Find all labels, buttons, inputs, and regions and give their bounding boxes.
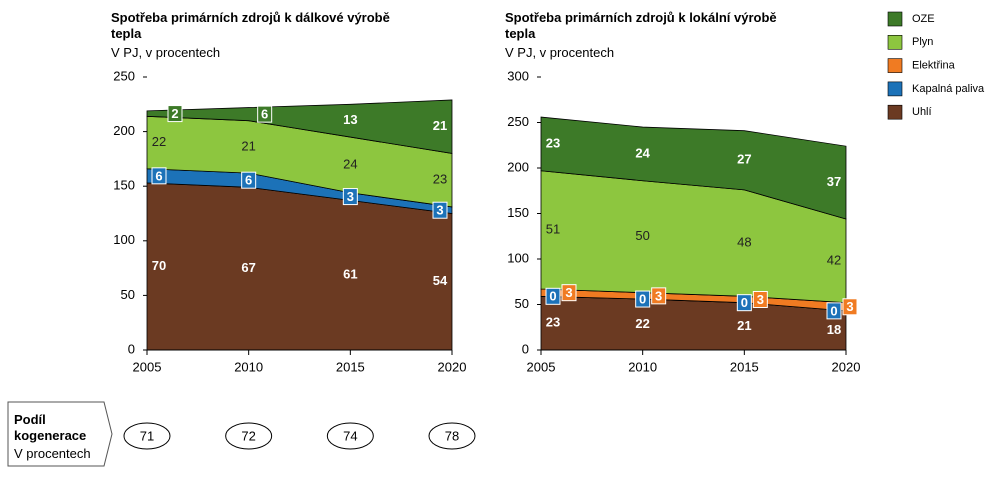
x-tick-label: 2020 [832,359,861,374]
cogeneration-marker [225,422,273,450]
data-label: 42 [827,252,841,267]
chart-title: Spotřeba primárních zdrojů k lokální výr… [505,10,777,41]
y-tick-label: 0 [522,341,529,356]
cogeneration-value: 78 [445,428,459,443]
data-label: 21 [241,138,255,153]
data-label: 3 [846,299,853,314]
cogeneration-marker [326,422,374,450]
x-tick-label: 2010 [628,359,657,374]
legend-label: Plyn [912,36,933,48]
area [540,116,847,220]
y-tick-label: 50 [121,287,135,302]
x-tick-label: 2005 [527,359,556,374]
data-label: 24 [635,145,650,160]
data-label: 6 [245,173,252,188]
data-label: 24 [343,156,357,171]
x-tick-label: 2015 [730,359,759,374]
y-tick-label: 250 [113,68,135,83]
cogeneration-value: 71 [140,428,154,443]
chart-title: Spotřeba primárních zdrojů k dálkové výr… [111,10,390,41]
data-label: 18 [827,322,841,337]
y-tick-label: 0 [128,341,135,356]
data-label: 23 [546,315,560,330]
label-box [651,287,667,305]
data-label: 0 [830,303,837,318]
cogeneration-value: 74 [343,428,357,443]
label-box [342,188,358,206]
data-label: 54 [433,273,448,288]
data-label: 51 [546,221,560,236]
legend-label: Elektřina [912,60,956,72]
y-tick-label: 150 [507,205,529,220]
data-label: 67 [241,260,255,275]
legend-swatch [887,58,903,73]
data-label: 3 [757,292,764,307]
chart-subtitle: V PJ, v procentech [505,45,615,60]
legend-swatch [887,11,903,27]
legend-label: OZE [912,13,935,25]
data-label: 23 [546,135,560,150]
data-label: 21 [737,318,751,333]
data-label: 6 [155,168,162,183]
data-label: 27 [737,152,751,167]
y-tick-label: 50 [515,296,529,311]
data-label: 3 [436,203,443,218]
x-tick-label: 2020 [438,359,467,374]
data-label: 3 [655,288,662,303]
y-tick-label: 250 [507,114,529,129]
y-tick-label: 100 [113,232,135,247]
data-label: 61 [343,267,357,282]
x-tick-label: 2005 [133,359,162,374]
label-box [241,171,257,189]
data-label: 37 [827,174,841,189]
y-tick-label: 200 [507,159,529,174]
cogeneration-label: Podíl kogenerace [14,412,87,443]
data-label: 3 [347,189,354,204]
cogeneration-marker [428,422,476,450]
label-box [167,105,183,123]
y-tick-label: 200 [113,123,135,138]
legend-swatch [887,104,903,120]
data-label: 0 [549,289,556,304]
data-label: 3 [565,285,572,300]
data-label: 22 [152,134,166,149]
legend-swatch [887,34,903,50]
data-label: 22 [635,316,649,331]
data-label: 70 [152,258,166,273]
x-tick-label: 2010 [234,359,263,374]
label-box [545,287,561,305]
data-label: 6 [261,107,268,122]
label-box [151,167,167,185]
legend-swatch [887,81,903,97]
data-label: 2 [171,106,178,121]
y-tick-label: 100 [507,250,529,265]
label-box [826,302,842,320]
y-tick-label: 300 [507,68,529,83]
legend-label: Uhlí [912,106,932,118]
data-label: 23 [433,172,447,187]
label-box [842,298,858,316]
label-box [257,105,273,123]
data-label: 48 [737,235,751,250]
cogeneration-unit: V procentech [14,446,91,461]
y-tick-label: 150 [113,178,135,193]
data-label: 13 [343,112,357,127]
data-label: 0 [639,291,646,306]
data-label: 21 [433,118,447,133]
x-tick-label: 2015 [336,359,365,374]
label-box [752,290,768,308]
label-box [635,290,651,308]
data-label: 50 [635,228,649,243]
cogeneration-value: 72 [241,428,255,443]
label-box [736,294,752,312]
legend-label: Kapalná paliva [912,83,985,95]
data-label: 0 [741,295,748,310]
cogeneration-box [7,401,113,467]
chart-subtitle: V PJ, v procentech [111,45,221,60]
cogeneration-marker [123,422,171,450]
label-box [561,284,577,302]
label-box [432,201,448,219]
